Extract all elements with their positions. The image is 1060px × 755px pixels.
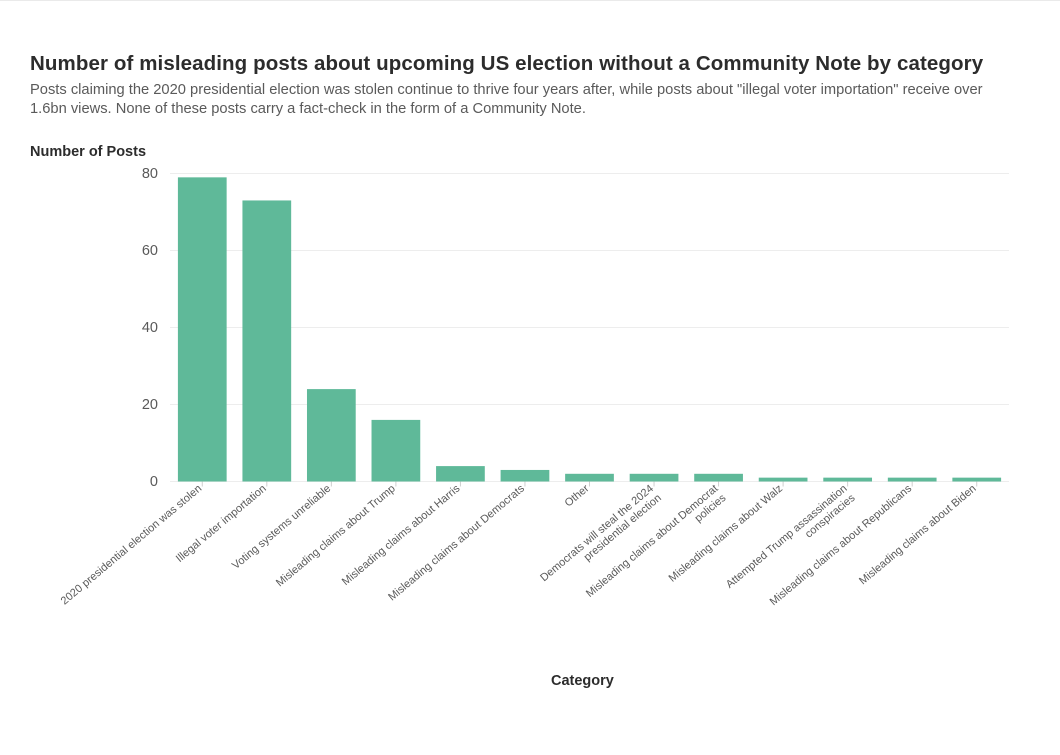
- svg-text:Misleading claims about Harris: Misleading claims about Harris: [340, 482, 463, 588]
- svg-text:Misleading claims about Trump: Misleading claims about Trump: [274, 483, 398, 590]
- svg-text:2020 presidential election was: 2020 presidential election was stolen: [59, 483, 204, 608]
- svg-text:Misleading claims about Democr: Misleading claims about Democrats: [386, 482, 527, 603]
- svg-text:20: 20: [142, 397, 158, 413]
- svg-text:40: 40: [142, 320, 158, 336]
- svg-text:0: 0: [150, 474, 158, 490]
- svg-text:60: 60: [142, 243, 158, 259]
- svg-text:Other: Other: [563, 482, 592, 509]
- svg-text:Misleading claims about Walz: Misleading claims about Walz: [667, 483, 785, 585]
- svg-text:80: 80: [142, 166, 158, 182]
- svg-text:Misleading claims about Biden: Misleading claims about Biden: [857, 483, 979, 588]
